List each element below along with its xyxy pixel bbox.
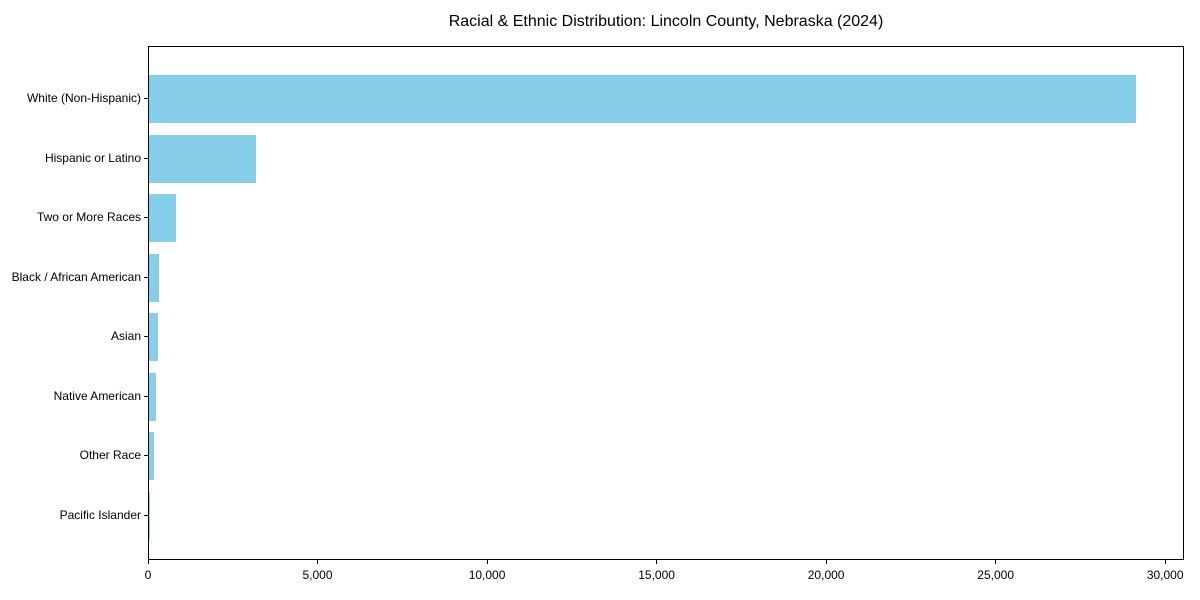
x-tick-label-15000: 15,000 [638,568,675,582]
bar-pacific-islander [149,491,150,540]
bar-black-african-american [149,253,160,302]
x-tick-label-10000: 10,000 [468,568,506,582]
chart-title: Racial & Ethnic Distribution: Lincoln Co… [448,13,884,30]
y-tick-label-other-race: Other Race [79,448,141,462]
y-tick-mark-asian [144,336,148,337]
bar-native-american [149,372,156,421]
x-tick-mark-0 [147,560,149,564]
x-tick-label-0: 0 [144,568,152,582]
plot-area [148,46,1184,560]
y-tick-label-native-american: Native American [53,388,141,403]
y-tick-mark-black-african-american [144,276,148,278]
y-tick-label-asian: Asian [110,329,141,343]
y-tick-mark-pacific-islander [144,514,148,516]
y-tick-mark-hispanic-or-latino [144,157,148,159]
y-tick-mark-native-american [144,395,148,397]
y-tick-label-hispanic-or-latino: Hispanic or Latino [44,150,141,165]
x-tick-label-5000: 5,000 [302,568,333,582]
x-tick-mark-10000 [486,560,488,564]
x-tick-mark-30000 [1164,560,1166,564]
x-tick-mark-15000 [656,560,658,564]
y-tick-mark-two-or-more-races [144,217,148,218]
x-tick-mark-25000 [995,560,997,564]
y-tick-mark-other-race [144,455,148,456]
y-tick-label-black-african-american: Black / African American [11,269,141,284]
y-tick-label-white-non-hispanic: White (Non-Hispanic) [26,91,141,105]
bar-white-non-hispanic [149,75,1136,123]
bar-other-race [149,432,155,480]
y-tick-label-pacific-islander: Pacific Islander [59,507,141,522]
x-tick-mark-5000 [317,560,319,564]
y-tick-mark-white-non-hispanic [144,98,148,99]
x-tick-mark-20000 [825,560,827,564]
x-tick-label-25000: 25,000 [977,568,1014,582]
y-tick-label-two-or-more-races: Two or More Races [36,210,141,224]
bar-asian [149,313,158,361]
bar-two-or-more-races [149,194,177,242]
x-tick-label-20000: 20,000 [807,568,845,582]
bar-hispanic-or-latino [149,134,256,183]
x-tick-label-30000: 30,000 [1146,568,1184,582]
